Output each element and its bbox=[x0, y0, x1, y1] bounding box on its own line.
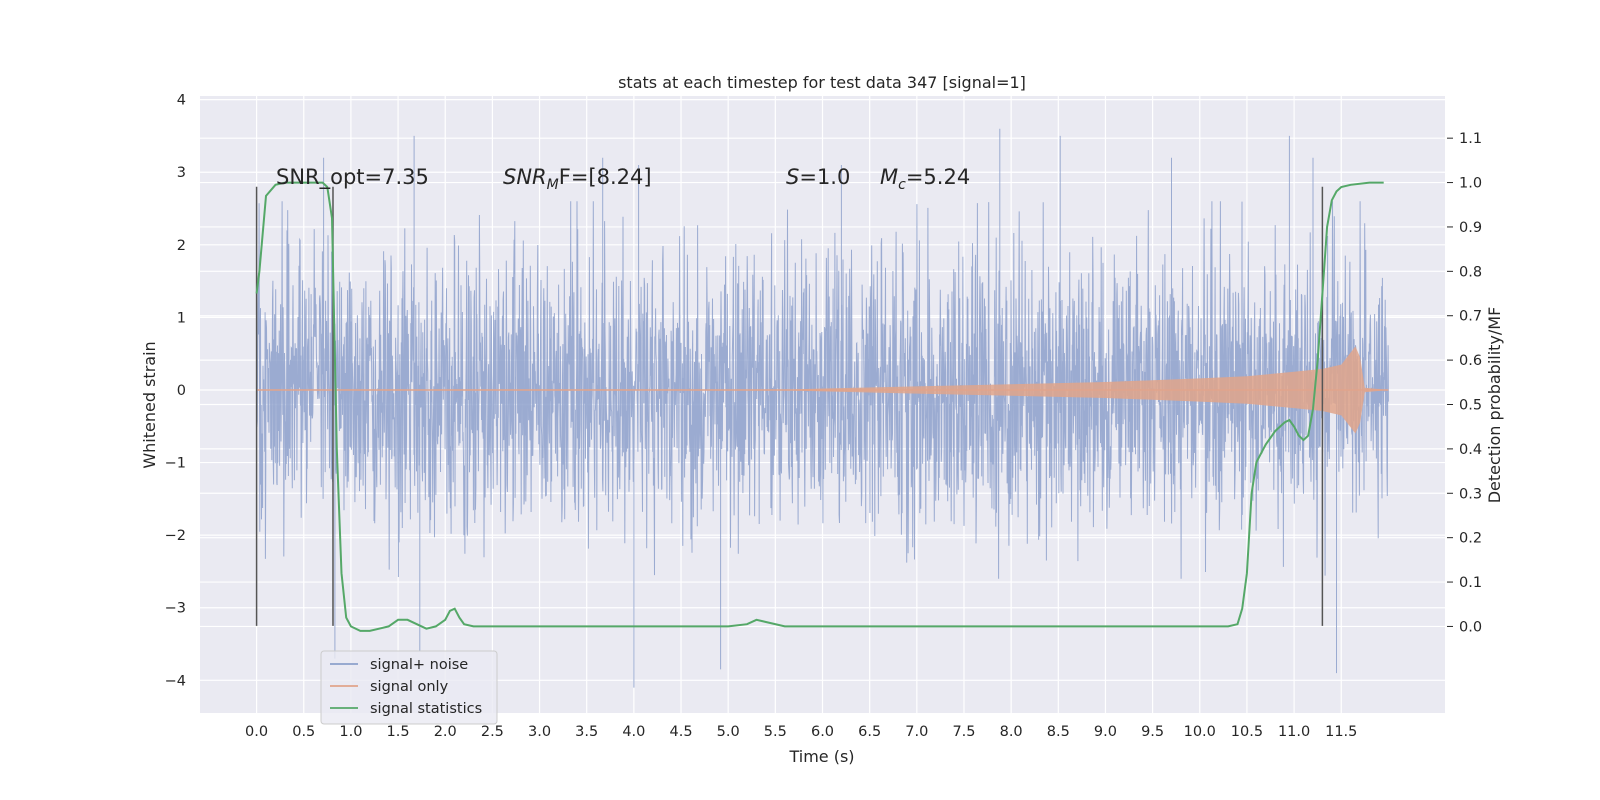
annotation-s-rest: =1.0 bbox=[799, 165, 850, 189]
x-tick-label: 6.0 bbox=[811, 724, 834, 740]
y2-tick-label: 0.8 bbox=[1459, 264, 1482, 280]
annotation-mc: Mc=5.24 bbox=[880, 165, 970, 193]
legend-box bbox=[320, 650, 498, 725]
x-tick-label: 3.0 bbox=[528, 724, 551, 740]
annotation-s-main: S bbox=[786, 165, 799, 189]
x-tick-label: 1.0 bbox=[339, 724, 362, 740]
y-tick-label: −4 bbox=[165, 673, 186, 689]
y-axis-ticks: 4 3 2 1 0 −1 −2 −3 −4 bbox=[165, 93, 186, 690]
annotation-snr-opt: SNR_opt=7.35 bbox=[276, 165, 429, 190]
x-tick-label: 11.5 bbox=[1325, 724, 1357, 740]
y2-tick-label: 0.9 bbox=[1459, 220, 1482, 236]
series-signal-noise bbox=[256, 128, 1389, 688]
x-tick-label: 3.5 bbox=[575, 724, 598, 740]
y-tick-label: −1 bbox=[165, 456, 186, 472]
x-tick-label: 1.5 bbox=[387, 724, 410, 740]
annotation-snr-mf-sub: M bbox=[547, 177, 559, 193]
x-tick-label: 5.0 bbox=[717, 724, 740, 740]
x-tick-label: 0.0 bbox=[245, 724, 268, 740]
series-signal-only bbox=[256, 346, 1389, 434]
x-tick-label: 4.0 bbox=[622, 724, 645, 740]
x-tick-label: 5.5 bbox=[764, 724, 787, 740]
y-tick-label: 1 bbox=[177, 310, 186, 326]
x-tick-label: 2.0 bbox=[434, 724, 457, 740]
legend: signal+ noise signal only signal statist… bbox=[320, 650, 498, 725]
x-tick-label: 9.0 bbox=[1094, 724, 1117, 740]
x-tick-label: 9.5 bbox=[1141, 724, 1164, 740]
y2-tick-label: 0.4 bbox=[1459, 442, 1482, 458]
y2-tick-label: 0.6 bbox=[1459, 353, 1482, 369]
legend-label-signal-statistics: signal statistics bbox=[370, 701, 482, 717]
y2-axis-ticks: 1.1 1.0 0.9 0.8 0.7 0.6 0.5 0.4 0.3 0.2 0.1 0.0 bbox=[1447, 131, 1482, 635]
y2-tick-label: 1.0 bbox=[1459, 176, 1482, 192]
legend-label-signal-only: signal only bbox=[370, 679, 449, 695]
y2-tick-label: 0.7 bbox=[1459, 309, 1482, 325]
x-axis-ticks: 0.0 0.5 1.0 1.5 2.0 2.5 3.0 3.5 4.0 4.5 5.0 5.5 6.0 6… bbox=[245, 724, 1357, 740]
x-tick-label: 8.0 bbox=[1000, 724, 1023, 740]
signal-statistics-line bbox=[255, 181, 1384, 632]
y-tick-label: −3 bbox=[165, 601, 186, 617]
y2-tick-label: 0.2 bbox=[1459, 531, 1482, 547]
y-tick-label: 0 bbox=[177, 383, 186, 399]
x-axis-label: Time (s) bbox=[788, 747, 854, 766]
annotation-snr-mf-rest: F=[8.24] bbox=[559, 165, 652, 189]
signal-noise-trace bbox=[256, 128, 1389, 688]
annotation-mc-sub: c bbox=[898, 177, 906, 193]
x-tick-label: 10.0 bbox=[1184, 724, 1216, 740]
annotation-mc-main: M bbox=[880, 165, 898, 189]
series-signal-statistics bbox=[255, 181, 1384, 632]
y-tick-label: 3 bbox=[177, 165, 186, 181]
y2-tick-label: 0.0 bbox=[1459, 619, 1482, 635]
x-tick-label: 2.5 bbox=[481, 724, 504, 740]
x-tick-label: 7.0 bbox=[905, 724, 928, 740]
x-tick-label: 10.5 bbox=[1231, 724, 1263, 740]
y-tick-label: −2 bbox=[165, 528, 186, 544]
x-tick-label: 0.5 bbox=[292, 724, 315, 740]
x-tick-label: 7.5 bbox=[952, 724, 975, 740]
y-axis-label: Whitened strain bbox=[140, 341, 159, 468]
x-tick-label: 8.5 bbox=[1047, 724, 1070, 740]
annotation-mc-rest: =5.24 bbox=[906, 165, 970, 189]
y2-tick-label: 1.1 bbox=[1459, 131, 1482, 147]
y2-tick-label: 0.3 bbox=[1459, 486, 1482, 502]
chart-title: stats at each timestep for test data 347… bbox=[618, 73, 1026, 92]
y-tick-label: 2 bbox=[177, 238, 186, 254]
y2-axis-label: Detection probability/MF bbox=[1485, 307, 1504, 504]
x-tick-label: 6.5 bbox=[858, 724, 881, 740]
y-tick-label: 4 bbox=[177, 93, 186, 109]
annotation-snr-mf: SNRMF=[8.24] bbox=[503, 165, 652, 193]
annotation-snr-mf-main: SNR bbox=[503, 165, 547, 189]
x-tick-label: 4.5 bbox=[669, 724, 692, 740]
x-tick-label: 11.0 bbox=[1278, 724, 1310, 740]
legend-label-signal-noise: signal+ noise bbox=[370, 657, 468, 673]
y2-tick-label: 0.5 bbox=[1459, 398, 1482, 414]
y2-tick-label: 0.1 bbox=[1459, 575, 1482, 591]
annotation-s: S=1.0 bbox=[786, 165, 850, 189]
